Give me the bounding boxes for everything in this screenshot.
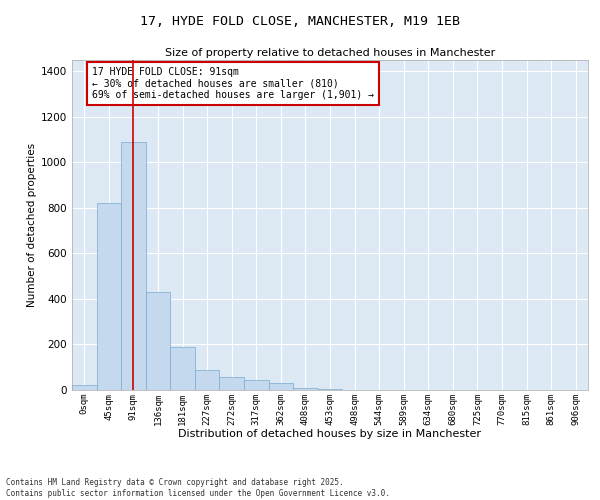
Title: Size of property relative to detached houses in Manchester: Size of property relative to detached ho…	[165, 48, 495, 58]
Text: 17 HYDE FOLD CLOSE: 91sqm
← 30% of detached houses are smaller (810)
69% of semi: 17 HYDE FOLD CLOSE: 91sqm ← 30% of detac…	[92, 67, 374, 100]
Bar	[146, 292, 170, 390]
Bar	[170, 347, 195, 390]
Bar	[293, 388, 318, 390]
Bar	[97, 204, 121, 390]
Bar	[244, 380, 269, 390]
Text: Contains HM Land Registry data © Crown copyright and database right 2025.
Contai: Contains HM Land Registry data © Crown c…	[6, 478, 390, 498]
Bar	[220, 378, 244, 390]
Bar	[318, 389, 342, 390]
Bar	[195, 370, 220, 390]
Bar	[72, 386, 97, 390]
Text: 17, HYDE FOLD CLOSE, MANCHESTER, M19 1EB: 17, HYDE FOLD CLOSE, MANCHESTER, M19 1EB	[140, 15, 460, 28]
Bar	[121, 142, 146, 390]
Y-axis label: Number of detached properties: Number of detached properties	[27, 143, 37, 307]
X-axis label: Distribution of detached houses by size in Manchester: Distribution of detached houses by size …	[179, 429, 482, 439]
Bar	[269, 383, 293, 390]
